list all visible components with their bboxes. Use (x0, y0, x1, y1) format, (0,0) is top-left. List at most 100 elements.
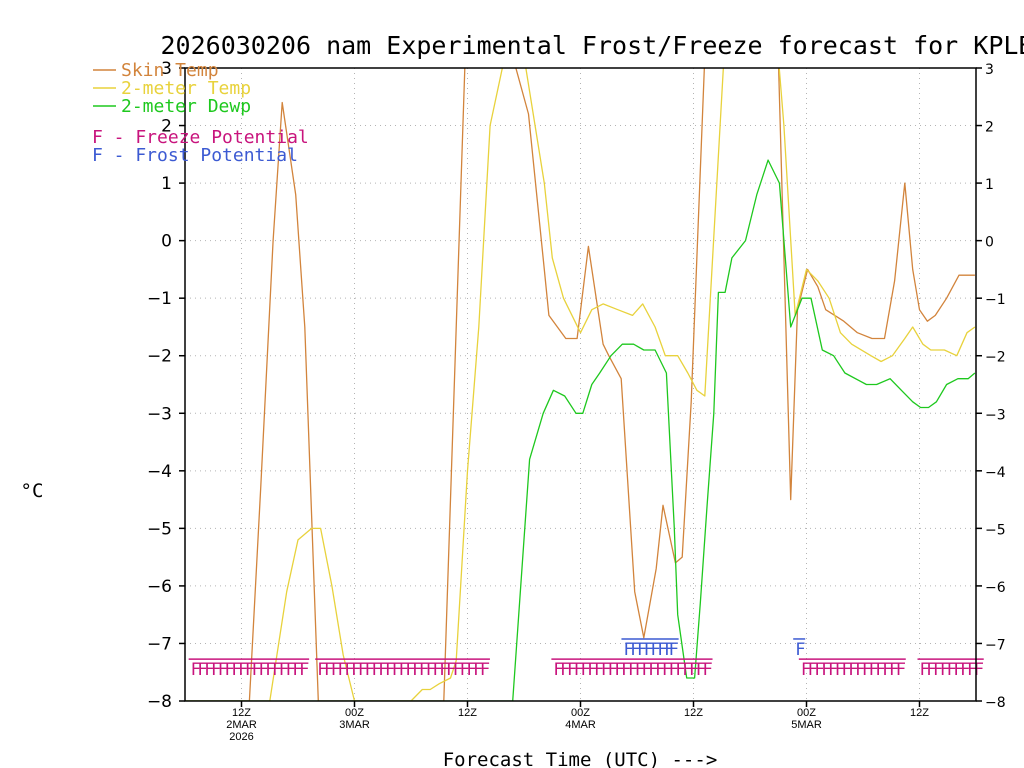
frost-marker: F (630, 640, 640, 660)
legend-label: 2-meter Temp (121, 78, 251, 99)
freeze-marker: F (655, 660, 665, 680)
freeze-marker: F (385, 660, 395, 680)
freeze-marker: F (453, 660, 463, 680)
frost-marker: F (644, 640, 654, 660)
freeze-marker: F (218, 660, 228, 680)
freeze-marker: F (197, 660, 207, 680)
freeze-marker: F (828, 660, 838, 680)
y-tick-label-left: −4 (147, 462, 172, 482)
freeze-marker: F (405, 660, 415, 680)
freeze-marker: F (560, 660, 570, 680)
freeze-marker: F (317, 660, 327, 680)
freeze-marker: F (553, 660, 563, 680)
freeze-marker: F (648, 660, 658, 680)
freeze-marker: F (299, 660, 309, 680)
freeze-marker: F (231, 660, 241, 680)
y-tick-label-right: −1 (985, 292, 1006, 308)
freeze-marker: F (940, 660, 950, 680)
freeze-marker: F (689, 660, 699, 680)
x-tick-label: 12Z (458, 707, 477, 719)
freeze-marker: F (675, 660, 685, 680)
freeze-marker: F (351, 660, 361, 680)
y-tick-label-left: 0 (161, 232, 172, 252)
freeze-marker: F (801, 660, 811, 680)
y-tick-label-right: −5 (985, 522, 1006, 538)
x-tick-label: 12Z (910, 707, 929, 719)
freeze-marker: F (324, 660, 334, 680)
freeze-marker: F (358, 660, 368, 680)
freeze-marker: F (669, 660, 679, 680)
freeze-marker: F (191, 660, 201, 680)
freeze-marker: F (621, 660, 631, 680)
freeze-marker: F (594, 660, 604, 680)
freeze-marker: F (896, 660, 906, 680)
freeze-marker: F (258, 660, 268, 680)
freeze-marker: F (696, 660, 706, 680)
potential-legend-label: F - Frost Potential (92, 145, 298, 166)
freeze-marker: F (862, 660, 872, 680)
chart-title: 2026030206 nam Experimental Frost/Freeze… (161, 31, 1024, 60)
freeze-marker: F (587, 660, 597, 680)
y-tick-label-right: 2 (985, 120, 994, 136)
freeze-marker: F (662, 660, 672, 680)
x-tick-label: 00Z (797, 707, 816, 719)
y-tick-label-left: −6 (147, 577, 172, 597)
freeze-marker: F (392, 660, 402, 680)
freeze-marker: F (460, 660, 470, 680)
y-tick-label-left: 1 (161, 174, 172, 194)
freeze-marker: F (238, 660, 248, 680)
freeze-marker: F (628, 660, 638, 680)
freeze-marker: F (953, 660, 963, 680)
freeze-marker: F (947, 660, 957, 680)
y-tick-label-left: −2 (147, 347, 172, 367)
freeze-marker: F (399, 660, 409, 680)
freeze-marker: F (933, 660, 943, 680)
legend-label: 2-meter Dewp (121, 96, 251, 117)
freeze-marker: F (703, 660, 713, 680)
x-tick-label: 4MAR (565, 719, 596, 731)
freeze-marker: F (814, 660, 824, 680)
y-tick-label-left: 3 (161, 59, 172, 79)
freeze-marker: F (920, 660, 930, 680)
freeze-marker: F (446, 660, 456, 680)
freeze-marker: F (926, 660, 936, 680)
freeze-marker: F (808, 660, 818, 680)
y-tick-label-right: 3 (985, 62, 994, 78)
freeze-marker: F (842, 660, 852, 680)
freeze-marker: F (331, 660, 341, 680)
freeze-marker: F (974, 660, 984, 680)
frost-marker: F (795, 640, 805, 660)
grid (185, 68, 976, 701)
series-lines (185, 68, 976, 701)
x-tick-label: 12Z (684, 707, 703, 719)
freeze-marker: F (960, 660, 970, 680)
y-tick-label-left: 2 (161, 117, 172, 137)
freeze-marker: F (608, 660, 618, 680)
legend-label: Skin Temp (121, 60, 219, 81)
x-tick-label: 00Z (345, 707, 364, 719)
series-line-2-meter-temp (185, 68, 976, 701)
freeze-marker: F (204, 660, 214, 680)
x-tick-label: 12Z (232, 707, 251, 719)
freeze-marker: F (574, 660, 584, 680)
x-tick-label: 2MAR (226, 719, 257, 731)
freeze-marker: F (882, 660, 892, 680)
frost-marker: F (657, 640, 667, 660)
y-axis-label: °C (21, 480, 44, 502)
freeze-marker: F (412, 660, 422, 680)
freeze-marker: F (365, 660, 375, 680)
plot-frame (184, 67, 977, 702)
freeze-marker: F (426, 660, 436, 680)
freeze-marker: F (967, 660, 977, 680)
potential-legend-label: F - Freeze Potential (92, 127, 309, 148)
frost-marker: F (623, 640, 633, 660)
y-tick-label-right: −2 (985, 350, 1006, 366)
freeze-marker: F (855, 660, 865, 680)
freeze-marker: F (821, 660, 831, 680)
freeze-marker: F (265, 660, 275, 680)
y-tick-label-left: −8 (147, 692, 172, 712)
freeze-marker: F (875, 660, 885, 680)
freeze-marker: F (635, 660, 645, 680)
